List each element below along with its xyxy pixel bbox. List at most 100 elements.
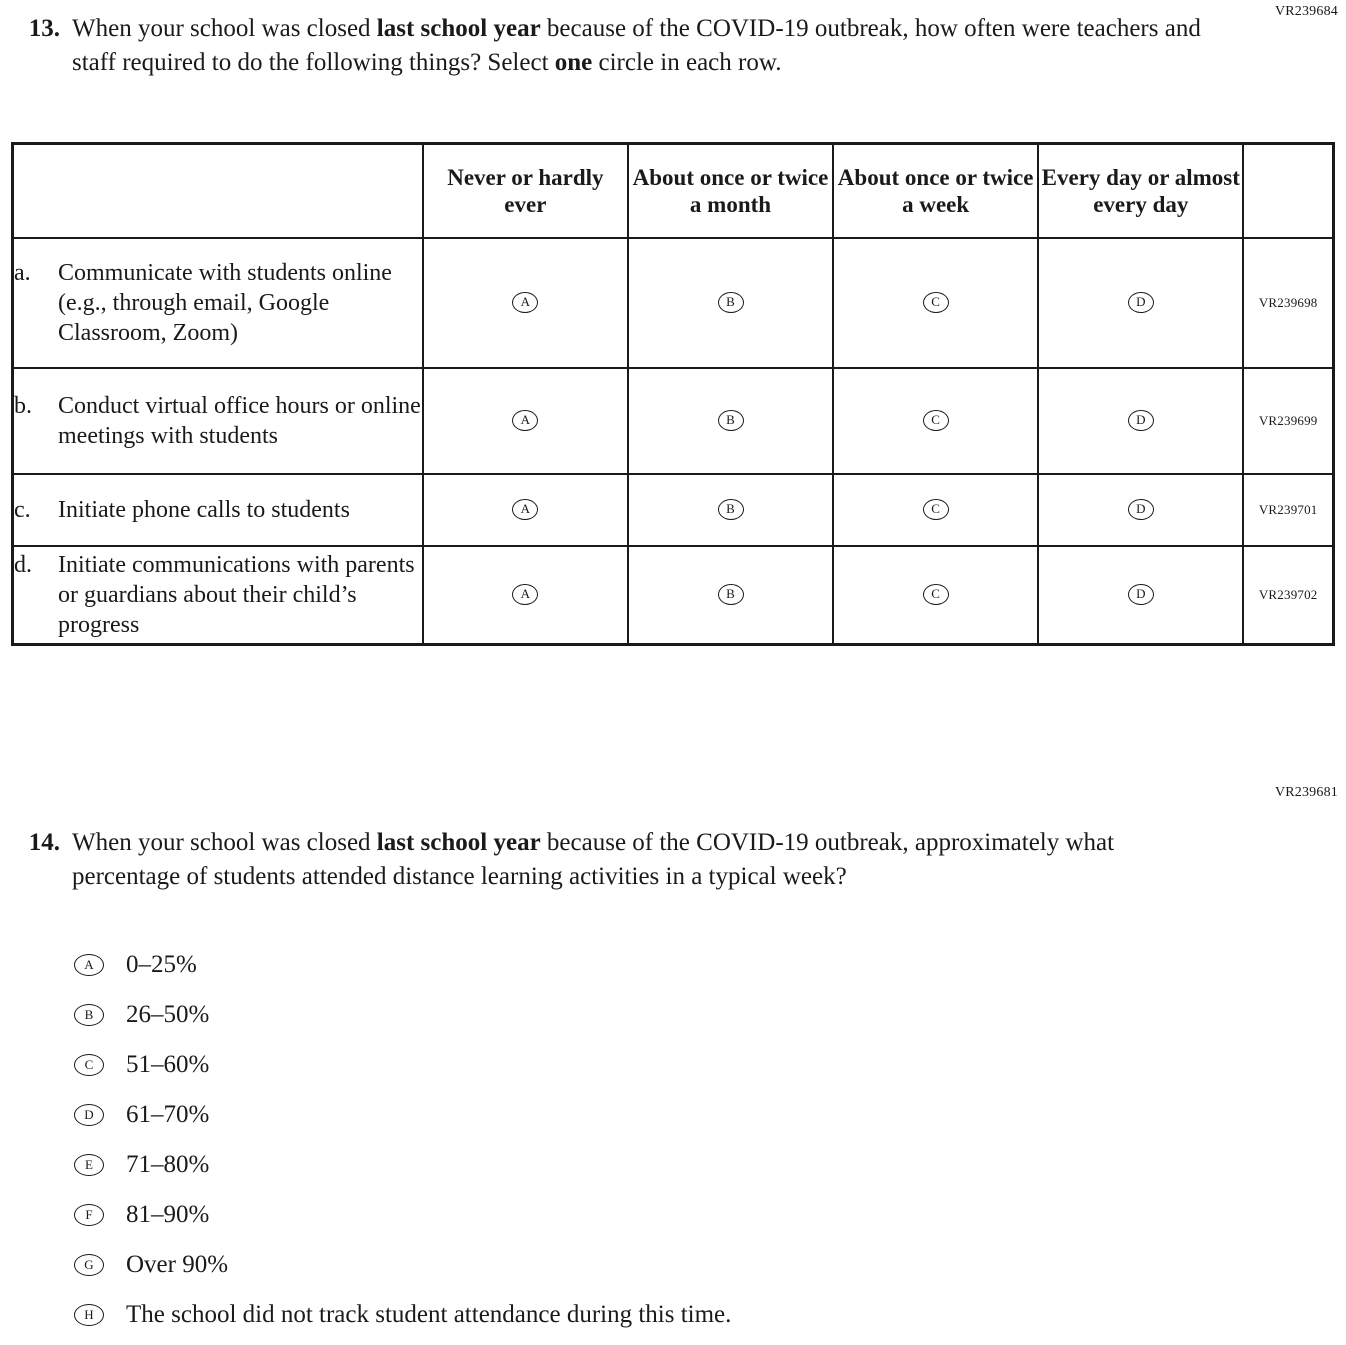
option-label-f: 81–90%: [126, 1201, 210, 1228]
bubble-cell-b-2[interactable]: B: [626, 366, 835, 475]
bubble-a-B[interactable]: B: [717, 292, 744, 313]
row-label-b: Conduct virtual office hours or online m…: [58, 392, 421, 449]
bubble-cell-a-3[interactable]: C: [832, 236, 1040, 369]
option-row-d[interactable]: D 61–70%: [74, 1090, 1174, 1140]
table-row: a. Communicate with students online (e.g…: [11, 236, 1335, 369]
option-bubble-holder-b[interactable]: B: [74, 1004, 126, 1026]
bubble-option-A[interactable]: A: [74, 954, 104, 976]
bubble-cell-c-3[interactable]: C: [832, 472, 1040, 547]
option-row-e[interactable]: E 71–80%: [74, 1140, 1174, 1190]
question-14-option-list: A 0–25% B 26–50% C 51–60% D 61–70% E 71–…: [74, 940, 1174, 1340]
bubble-option-E[interactable]: E: [74, 1154, 104, 1176]
vr-code-top: VR239684: [1274, 4, 1338, 19]
bubble-cell-c-1[interactable]: A: [421, 472, 629, 547]
bubble-b-C[interactable]: C: [922, 410, 949, 431]
bubble-a-A[interactable]: A: [512, 292, 539, 313]
row-label-c: Initiate phone calls to students: [58, 496, 350, 523]
option-row-c[interactable]: C 51–60%: [74, 1040, 1174, 1090]
option-bubble-holder-d[interactable]: D: [74, 1104, 126, 1126]
question-14-text: When your school was closed last school …: [72, 826, 1214, 894]
column-header-vr: [1242, 142, 1335, 239]
row-vr-code-b: VR239699: [1242, 366, 1335, 475]
option-row-g[interactable]: G Over 90%: [74, 1240, 1174, 1290]
option-label-a: 0–25%: [126, 951, 197, 978]
bubble-cell-a-1[interactable]: A: [421, 236, 629, 369]
bubble-cell-c-2[interactable]: B: [626, 472, 835, 547]
column-header-stub: [11, 142, 424, 239]
bubble-c-D[interactable]: D: [1127, 499, 1154, 520]
option-bubble-holder-c[interactable]: C: [74, 1054, 126, 1076]
bubble-a-D[interactable]: D: [1127, 292, 1154, 313]
bubble-option-B[interactable]: B: [74, 1004, 104, 1026]
bubble-c-B[interactable]: B: [717, 499, 744, 520]
row-letter-b: b.: [14, 392, 32, 419]
bubble-cell-d-4[interactable]: D: [1037, 544, 1245, 645]
option-label-g: Over 90%: [126, 1251, 229, 1278]
row-stub-a: a. Communicate with students online (e.g…: [11, 236, 424, 369]
bubble-c-A[interactable]: A: [512, 499, 539, 520]
bubble-option-D[interactable]: D: [74, 1104, 104, 1126]
option-bubble-holder-f[interactable]: F: [74, 1204, 126, 1226]
bubble-option-G[interactable]: G: [74, 1254, 104, 1276]
option-label-e: 71–80%: [126, 1151, 210, 1178]
option-label-h: The school did not track student attenda…: [126, 1301, 732, 1328]
option-label-b: 26–50%: [126, 1001, 210, 1028]
option-row-a[interactable]: A 0–25%: [74, 940, 1174, 990]
q13-text-part-2: because of the COVID-19 outbreak, how of…: [72, 15, 1201, 76]
bubble-c-C[interactable]: C: [922, 499, 949, 520]
bubble-cell-b-1[interactable]: A: [421, 366, 629, 475]
bubble-b-D[interactable]: D: [1127, 410, 1154, 431]
question-14: 14. When your school was closed last sch…: [14, 826, 1214, 894]
row-stub-d: d. Initiate communications with parents …: [11, 544, 424, 645]
bubble-d-D[interactable]: D: [1127, 584, 1154, 605]
question-14-number: 14.: [28, 829, 60, 856]
bubble-d-B[interactable]: B: [717, 584, 744, 605]
q13-text-part-3: circle in each row.: [592, 49, 782, 76]
option-bubble-holder-h[interactable]: H: [74, 1304, 126, 1326]
bubble-option-F[interactable]: F: [74, 1204, 104, 1226]
bubble-b-A[interactable]: A: [512, 410, 539, 431]
row-vr-code-d: VR239702: [1242, 544, 1335, 645]
option-row-h[interactable]: H The school did not track student atten…: [74, 1290, 1174, 1340]
bubble-cell-a-2[interactable]: B: [626, 236, 835, 369]
vr-code-middle: VR239681: [1274, 785, 1338, 800]
row-letter-c: c.: [14, 496, 31, 523]
bubble-d-A[interactable]: A: [512, 584, 539, 605]
option-bubble-holder-a[interactable]: A: [74, 954, 126, 976]
option-bubble-holder-g[interactable]: G: [74, 1254, 126, 1276]
option-label-c: 51–60%: [126, 1051, 210, 1078]
bubble-cell-b-3[interactable]: C: [832, 366, 1040, 475]
row-stub-b: b. Conduct virtual office hours or onlin…: [11, 366, 424, 475]
bubble-cell-d-1[interactable]: A: [421, 544, 629, 645]
table-row: c. Initiate phone calls to students A B …: [11, 472, 1335, 547]
response-matrix-table: Never or hardly ever About once or twice…: [11, 142, 1335, 646]
row-label-d: Initiate communications with parents or …: [58, 551, 415, 638]
bubble-cell-c-4[interactable]: D: [1037, 472, 1245, 547]
bubble-b-B[interactable]: B: [717, 410, 744, 431]
column-header-never-or-hardly-ever: Never or hardly ever: [421, 142, 629, 239]
bubble-option-H[interactable]: H: [74, 1304, 104, 1326]
bubble-option-C[interactable]: C: [74, 1054, 104, 1076]
option-bubble-holder-e[interactable]: E: [74, 1154, 126, 1176]
column-header-about-once-or-twice-a-week: About once or twice a week: [832, 142, 1040, 239]
bubble-cell-b-4[interactable]: D: [1037, 366, 1245, 475]
option-row-f[interactable]: F 81–90%: [74, 1190, 1174, 1240]
option-label-d: 61–70%: [126, 1101, 210, 1128]
table-row: d. Initiate communications with parents …: [11, 544, 1335, 645]
bubble-a-C[interactable]: C: [922, 292, 949, 313]
option-row-b[interactable]: B 26–50%: [74, 990, 1174, 1040]
bubble-cell-d-2[interactable]: B: [626, 544, 835, 645]
row-label-a: Communicate with students online (e.g., …: [58, 259, 392, 346]
row-letter-d: d.: [14, 551, 32, 578]
q14-text-part-2: because of the COVID-19 outbreak, approx…: [72, 829, 1115, 890]
q14-text-part-1: When your school was closed: [72, 829, 377, 856]
question-13-number: 13.: [28, 15, 60, 42]
bubble-d-C[interactable]: C: [922, 584, 949, 605]
question-13-text: When your school was closed last school …: [72, 12, 1214, 80]
q13-bold-last-school-year: last school year: [376, 15, 541, 42]
bubble-cell-a-4[interactable]: D: [1037, 236, 1245, 369]
q13-bold-one: one: [554, 49, 593, 76]
row-vr-code-c: VR239701: [1242, 472, 1335, 547]
table-header-row: Never or hardly ever About once or twice…: [11, 142, 1335, 239]
bubble-cell-d-3[interactable]: C: [832, 544, 1040, 645]
